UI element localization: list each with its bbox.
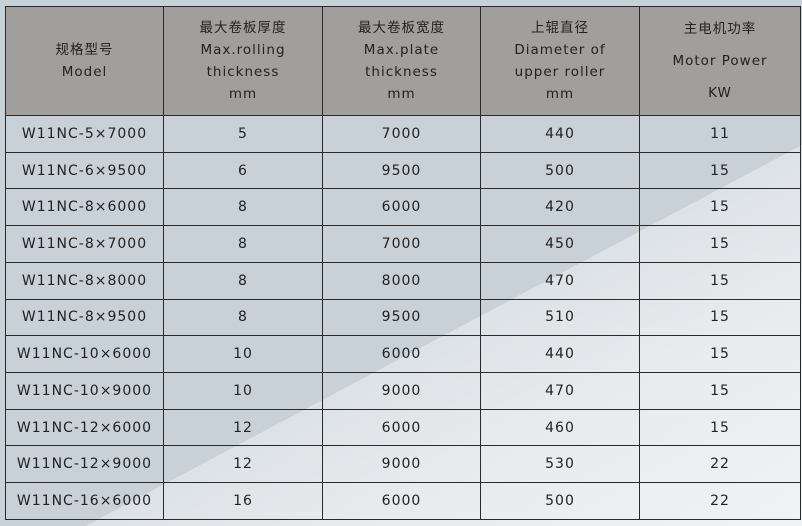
table-cell: 530 xyxy=(480,445,640,484)
header-line: 上辊直径 xyxy=(531,20,589,36)
header-line: thickness xyxy=(365,64,438,80)
table-row: W11NC-16×6000 16 6000 500 22 xyxy=(5,482,801,520)
table-cell: 8 xyxy=(163,261,323,300)
table-cell: 6000 xyxy=(322,408,481,447)
header-line: Model xyxy=(61,64,108,80)
table-cell: 15 xyxy=(639,188,801,227)
column-header: 规格型号 Model xyxy=(5,6,164,116)
spec-table: 规格型号 Model 最大卷板厚度 Max.rolling thickness mm 最大卷… xyxy=(5,6,801,520)
table-cell: W11NC-8×7000 xyxy=(5,225,164,263)
table-cell: 8 xyxy=(163,225,323,263)
header-line: mm xyxy=(228,86,258,102)
table-cell: 7000 xyxy=(322,115,481,153)
column-header: 上辊直径 Diameter of upper roller mm xyxy=(480,6,640,116)
table-row: W11NC-8×9500 8 9500 510 15 xyxy=(5,298,801,337)
table-cell: 6 xyxy=(163,151,323,190)
table-cell: W11NC-8×9500 xyxy=(5,298,164,337)
table-cell: 500 xyxy=(480,482,640,520)
table-cell: 6000 xyxy=(322,188,481,227)
table-cell: 15 xyxy=(639,298,801,337)
table-row: W11NC-12×9000 12 9000 530 22 xyxy=(5,445,801,484)
table-row: W11NC-8×8000 8 8000 470 15 xyxy=(5,261,801,300)
table-cell: 15 xyxy=(639,372,801,410)
table-cell: 16 xyxy=(163,482,323,520)
table-row: W11NC-10×9000 10 9000 470 15 xyxy=(5,372,801,410)
table-cell: 15 xyxy=(639,225,801,263)
table-cell: 12 xyxy=(163,408,323,447)
header-line: thickness xyxy=(206,64,280,80)
table-cell: W11NC-8×8000 xyxy=(5,261,164,300)
table-cell: W11NC-10×9000 xyxy=(5,372,164,410)
table-cell: 6000 xyxy=(322,482,481,520)
header-line: mm xyxy=(387,86,416,102)
table-cell: W11NC-12×6000 xyxy=(5,408,164,447)
table-cell: 440 xyxy=(480,335,640,374)
table-cell: 8 xyxy=(163,298,323,337)
table-row: W11NC-8×6000 8 6000 420 15 xyxy=(5,188,801,227)
table-cell: 10 xyxy=(163,372,323,410)
table-cell: W11NC-16×6000 xyxy=(5,482,164,520)
table-cell: 440 xyxy=(480,115,640,153)
header-line: Diameter of xyxy=(514,42,606,58)
table-cell: 15 xyxy=(639,151,801,190)
column-header: 最大卷板宽度 Max.plate thickness mm xyxy=(322,6,481,116)
table-cell: 420 xyxy=(480,188,640,227)
table-cell: 12 xyxy=(163,445,323,484)
table-cell: 460 xyxy=(480,408,640,447)
table-cell: 6000 xyxy=(322,335,481,374)
column-header: 最大卷板厚度 Max.rolling thickness mm xyxy=(163,6,323,116)
table-cell: 10 xyxy=(163,335,323,374)
table-row: W11NC-6×9500 6 9500 500 15 xyxy=(5,151,801,190)
column-header: 主电机功率 Motor Power KW xyxy=(639,6,801,116)
table-cell: 9000 xyxy=(322,372,481,410)
table-cell: 470 xyxy=(480,372,640,410)
table-cell: 15 xyxy=(639,408,801,447)
table-row: W11NC-12×6000 12 6000 460 15 xyxy=(5,408,801,447)
table-row: W11NC-8×7000 8 7000 450 15 xyxy=(5,225,801,263)
table-cell: W11NC-8×6000 xyxy=(5,188,164,227)
table-cell: 22 xyxy=(639,482,801,520)
header-line: 最大卷板宽度 xyxy=(358,20,445,36)
table-cell: W11NC-12×9000 xyxy=(5,445,164,484)
header-line: upper roller xyxy=(514,64,606,80)
table-cell: 510 xyxy=(480,298,640,337)
table-cell: 5 xyxy=(163,115,323,153)
header-line: mm xyxy=(545,86,575,102)
table-cell: 470 xyxy=(480,261,640,300)
table-row: W11NC-10×6000 10 6000 440 15 xyxy=(5,335,801,374)
table-cell: 9500 xyxy=(322,298,481,337)
header-row: 规格型号 Model 最大卷板厚度 Max.rolling thickness mm 最大卷… xyxy=(5,6,801,116)
header-line: 规格型号 xyxy=(55,42,114,58)
table-cell: 15 xyxy=(639,261,801,300)
table-cell: 8 xyxy=(163,188,323,227)
header-line: Motor Power xyxy=(672,53,768,69)
table-cell: 9000 xyxy=(322,445,481,484)
table-cell: W11NC-10×6000 xyxy=(5,335,164,374)
table-cell: 7000 xyxy=(322,225,481,263)
header-line: Max.rolling xyxy=(200,42,286,58)
table-cell: 450 xyxy=(480,225,640,263)
table-cell: 9500 xyxy=(322,151,481,190)
table-cell: 11 xyxy=(639,115,801,153)
table-row: W11NC-5×7000 5 7000 440 11 xyxy=(5,115,801,153)
header-line: 最大卷板厚度 xyxy=(199,20,287,36)
table-cell: W11NC-6×9500 xyxy=(5,151,164,190)
table-cell: 500 xyxy=(480,151,640,190)
table-cell: 8000 xyxy=(322,261,481,300)
table-cell: 22 xyxy=(639,445,801,484)
header-line: 主电机功率 xyxy=(683,21,757,37)
table-cell: 15 xyxy=(639,335,801,374)
table-cell: W11NC-5×7000 xyxy=(5,115,164,153)
header-line: KW xyxy=(708,85,732,101)
header-line: Max.plate xyxy=(363,42,440,58)
